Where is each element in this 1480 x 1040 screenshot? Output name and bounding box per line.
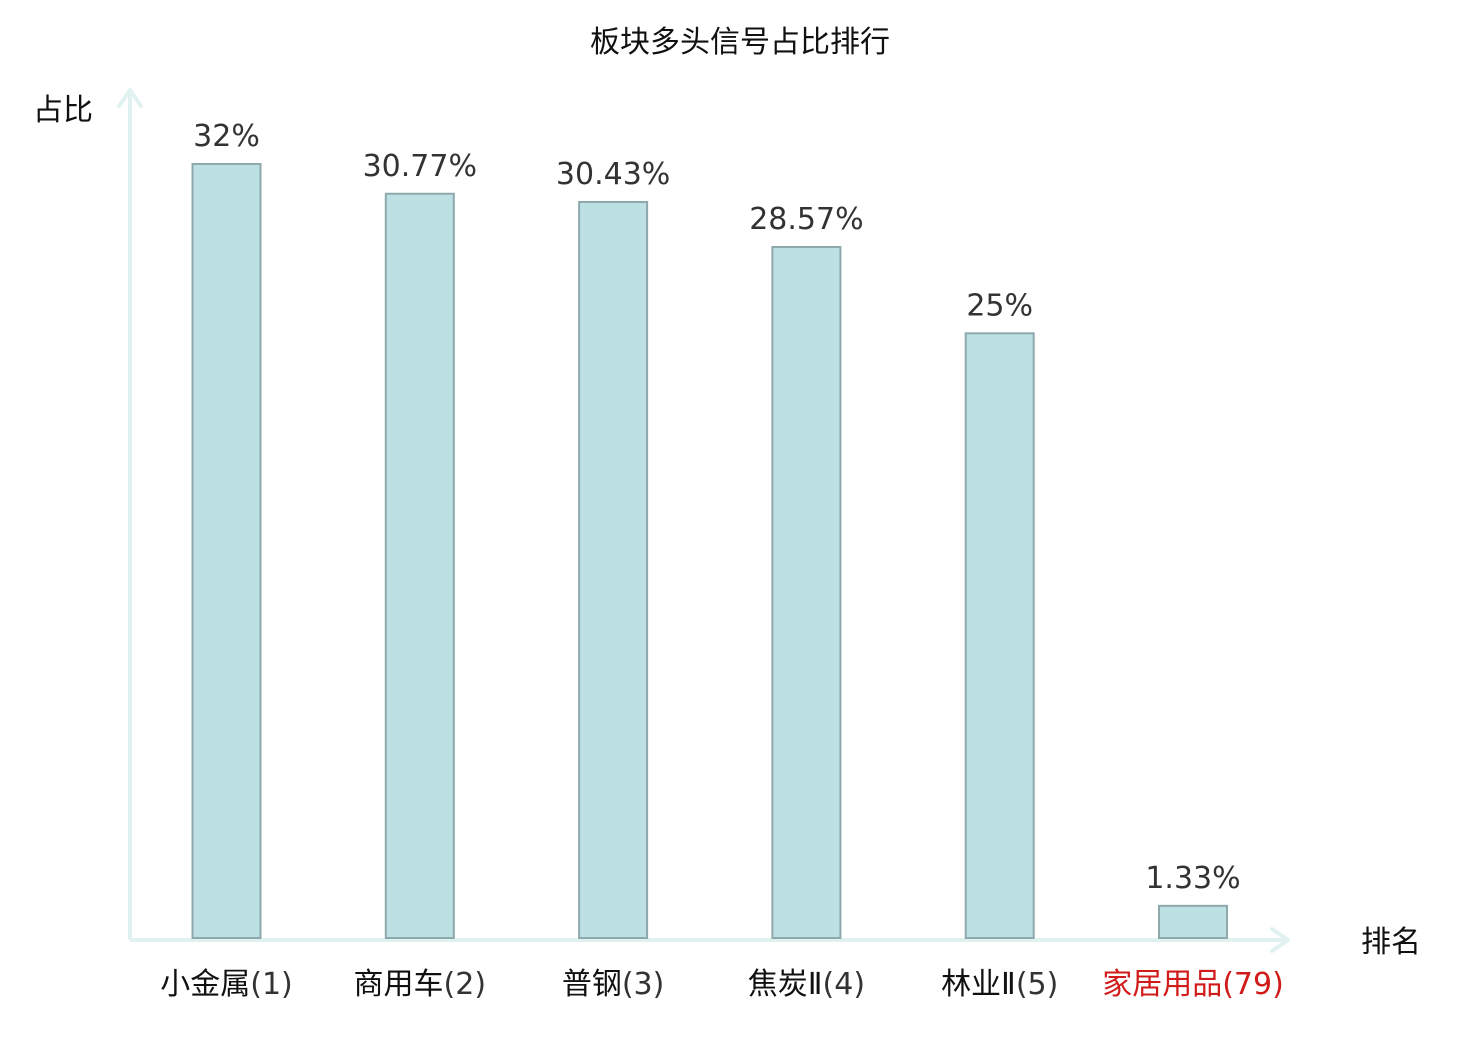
y-axis bbox=[117, 88, 143, 940]
category-label-5: 林业Ⅱ(5) bbox=[941, 967, 1058, 1002]
category-name: 商用车 bbox=[354, 967, 444, 1002]
y-axis-label: 占比 bbox=[33, 93, 93, 128]
category-rank: (5) bbox=[1016, 967, 1058, 1002]
bar-3 bbox=[578, 200, 649, 940]
category-label-3: 普钢(3) bbox=[562, 967, 665, 1002]
value-label-5: 25% bbox=[966, 288, 1033, 323]
value-label-3: 30.43% bbox=[556, 157, 670, 192]
category-rank: (1) bbox=[250, 967, 293, 1002]
category-name: 焦炭Ⅱ bbox=[748, 967, 823, 1002]
bars-group bbox=[191, 163, 1228, 940]
category-rank: (79) bbox=[1222, 967, 1284, 1002]
category-name: 小金属 bbox=[160, 967, 250, 1002]
category-label-4: 焦炭Ⅱ(4) bbox=[748, 967, 865, 1002]
category-label-6: 家居用品(79) bbox=[1102, 967, 1284, 1002]
category-label-2: 商用车(2) bbox=[354, 967, 487, 1002]
value-label-2: 30.77% bbox=[363, 149, 477, 184]
category-rank: (3) bbox=[622, 967, 665, 1002]
y-axis-arrow-icon bbox=[117, 88, 143, 108]
chart-title: 板块多头信号占比排行 bbox=[590, 25, 890, 60]
x-axis bbox=[130, 927, 1290, 953]
category-labels-group: 小金属(1) 商用车(2) 普钢(3) 焦炭Ⅱ(4) 林业Ⅱ(5) 家居用品(79) bbox=[160, 967, 1284, 1002]
category-name: 家居用品 bbox=[1102, 967, 1222, 1002]
x-axis-arrow-icon bbox=[1270, 927, 1290, 953]
category-rank: (4) bbox=[823, 967, 866, 1002]
category-name: 普钢 bbox=[562, 967, 622, 1002]
bar-5 bbox=[964, 332, 1035, 939]
bar-1 bbox=[191, 163, 262, 939]
value-labels-group: 32% 30.77% 30.43% 28.57% 25% 1.33% bbox=[193, 119, 1241, 896]
bar-4 bbox=[771, 245, 842, 939]
category-label-1: 小金属(1) bbox=[160, 967, 293, 1002]
value-label-4: 28.57% bbox=[749, 202, 863, 237]
value-label-1: 32% bbox=[193, 119, 260, 154]
value-label-6: 1.33% bbox=[1145, 861, 1240, 896]
category-rank: (2) bbox=[444, 967, 487, 1002]
category-name: 林业Ⅱ bbox=[941, 967, 1016, 1002]
x-axis-label: 排名 bbox=[1361, 925, 1421, 960]
bar-6 bbox=[1158, 904, 1228, 940]
bar-2 bbox=[384, 192, 455, 940]
